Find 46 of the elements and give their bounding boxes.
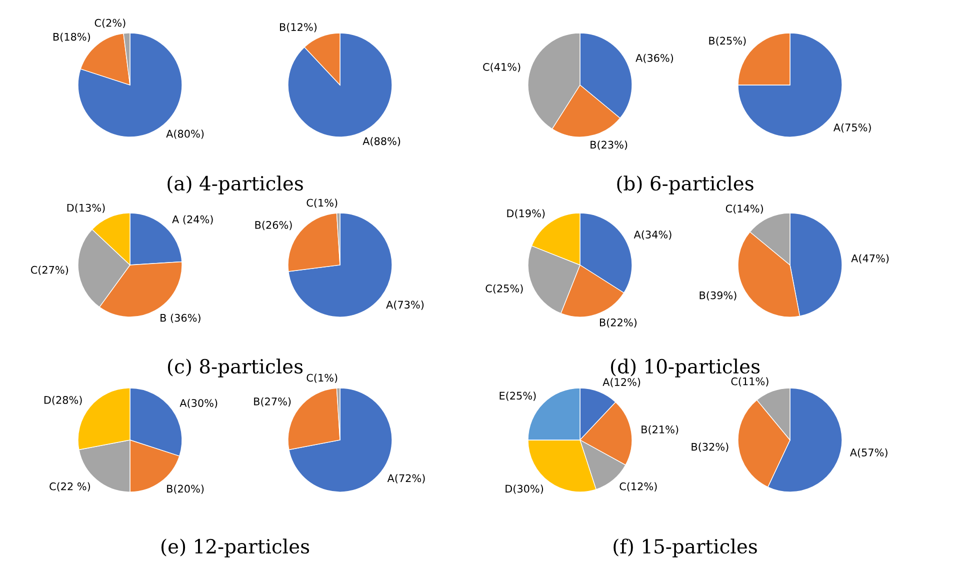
slice-label: B(22%) — [600, 318, 636, 328]
slice-label: B(25%) — [709, 36, 746, 46]
slice-label: B(32%) — [692, 442, 728, 452]
slice-label: A(47%) — [851, 254, 889, 264]
slice-label: B(39%) — [700, 291, 736, 300]
slice-label: B(20%) — [167, 484, 204, 494]
slice-label: E(25%) — [500, 392, 536, 401]
slice-label: D(13%) — [67, 204, 105, 213]
slice-label: A(12%) — [602, 378, 640, 388]
slice-label: B(21%) — [642, 425, 678, 435]
slice-label: C(1%) — [306, 374, 338, 383]
slice-label: A(34%) — [634, 230, 672, 240]
slice-label: C(27%) — [30, 266, 68, 276]
text: (f) 15-particles — [614, 538, 757, 558]
slice-label: A(72%) — [387, 474, 425, 484]
slice-label: A(80%) — [166, 130, 204, 139]
slice-label: A(36%) — [636, 54, 674, 64]
slice-label: C(22 %) — [50, 482, 90, 492]
slice-label: A(75%) — [833, 123, 871, 133]
slice-label: D(30%) — [506, 484, 544, 494]
slice-label: B(23%) — [590, 140, 628, 150]
text: (d) 10-particles — [611, 358, 760, 378]
slice-label: B (36%) — [160, 314, 200, 324]
slice-label: D(19%) — [507, 209, 545, 218]
slice-label: B(26%) — [255, 220, 292, 230]
slice-label: A (24%) — [172, 215, 213, 225]
slice-label: C(12%) — [620, 482, 657, 492]
slice-label: B(12%) — [280, 22, 317, 32]
slice-label: C(1%) — [306, 198, 338, 208]
text: (a) 4-particles — [168, 176, 303, 194]
slice-label: B(18%) — [53, 32, 90, 42]
slice-label: D(28%) — [44, 396, 82, 406]
slice-label: B(27%) — [254, 397, 291, 407]
slice-label: C(2%) — [94, 18, 126, 28]
slice-label: C(11%) — [731, 377, 768, 387]
slice-label: A(57%) — [850, 448, 888, 458]
text: (e) 12-particles — [161, 538, 310, 558]
slice-label: C(25%) — [486, 284, 523, 294]
text: (b) 6-particles — [617, 176, 754, 194]
slice-label: C(41%) — [483, 62, 520, 72]
text: (c) 8-particles — [168, 358, 303, 378]
slice-label: A(88%) — [362, 137, 400, 146]
pie-slice — [288, 32, 392, 138]
slice-label: C(14%) — [726, 204, 763, 214]
slice-label: A(30%) — [180, 398, 218, 408]
slice-label: A(73%) — [386, 300, 424, 310]
